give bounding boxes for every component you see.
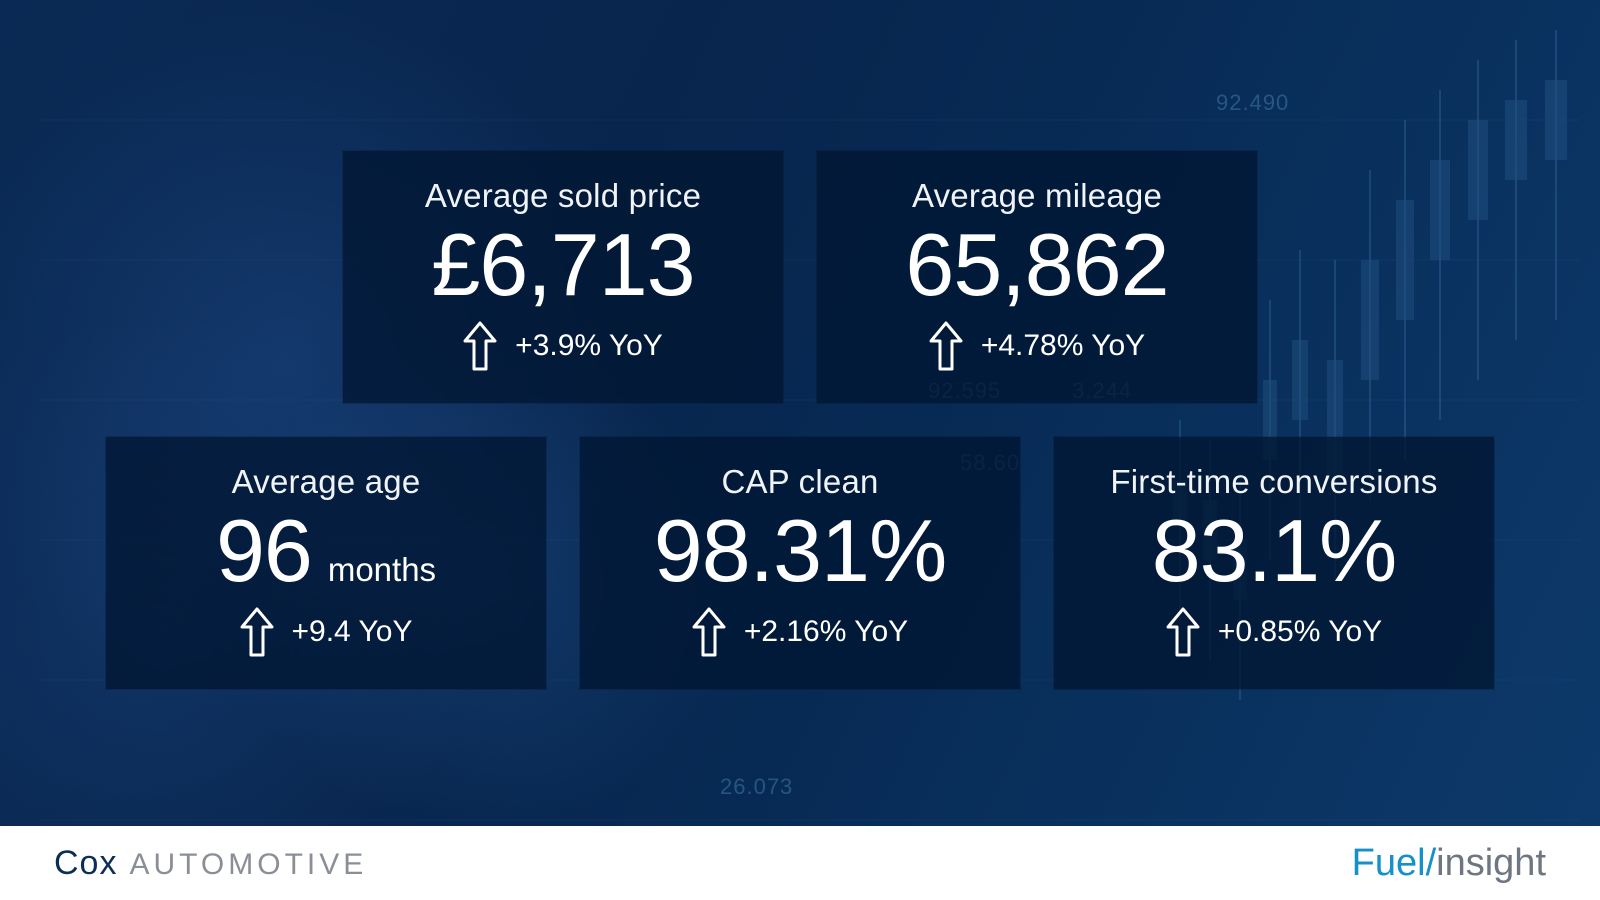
metric-delta: +0.85% YoY [1166, 607, 1382, 657]
dashboard-canvas: 92.49092.5953.24458.6026.073 Average sol… [0, 0, 1600, 900]
metric-card-cap-clean: CAP clean 98.31% +2.16% YoY [580, 437, 1020, 689]
metric-label: CAP clean [721, 463, 878, 501]
arrow-up-icon [463, 321, 497, 371]
metrics-row-top: Average sold price£6,713+3.9% YoYAverage… [343, 151, 1257, 403]
brand-fuel-text: Fuel [1352, 842, 1426, 884]
metric-delta: +2.16% YoY [692, 607, 908, 657]
metric-delta-text: +3.9% YoY [515, 329, 663, 363]
metric-card-avg-mileage: Average mileage 65,862 +4.78% YoY [817, 151, 1257, 403]
metric-value: 65,862 [905, 219, 1168, 311]
footer-bar: Cox Automotive Fuel/insight [0, 826, 1600, 900]
brand-slash: / [1426, 842, 1437, 884]
metric-value: £6,713 [431, 219, 694, 311]
metric-value-row: 65,862 [905, 219, 1168, 311]
arrow-up-icon [1166, 607, 1200, 657]
metric-value-row: 96 months [216, 505, 436, 597]
metric-value-row: 83.1% [1152, 505, 1397, 597]
metric-delta: +4.78% YoY [929, 321, 1145, 371]
metric-card-first-time-conversions: First-time conversions 83.1% +0.85% YoY [1054, 437, 1494, 689]
arrow-up-icon [929, 321, 963, 371]
metric-delta: +9.4 YoY [240, 607, 413, 657]
metric-delta: +3.9% YoY [463, 321, 663, 371]
metric-value: 96 [216, 505, 312, 597]
brand-automotive-text: Automotive [129, 848, 367, 882]
metric-delta-text: +4.78% YoY [981, 329, 1145, 363]
metric-value: 98.31% [654, 505, 946, 597]
metric-card-avg-age: Average age 96 months +9.4 YoY [106, 437, 546, 689]
metric-label: Average age [232, 463, 421, 501]
brand-insight-text: insight [1436, 842, 1546, 884]
arrow-up-icon [692, 607, 726, 657]
metric-value-row: 98.31% [654, 505, 946, 597]
brand-cox-text: Cox [54, 844, 117, 883]
metric-label: Average mileage [912, 177, 1162, 215]
metric-delta-text: +0.85% YoY [1218, 615, 1382, 649]
metric-card-avg-sold-price: Average sold price £6,713 +3.9% YoY [343, 151, 783, 403]
metrics-row-bottom: Average age 96 months +9.4 YoY CAP clean 98.3… [106, 437, 1494, 689]
metric-unit: months [328, 551, 436, 589]
arrow-up-icon [240, 607, 274, 657]
metric-delta-text: +2.16% YoY [744, 615, 908, 649]
metric-value-row: £6,713 [431, 219, 694, 311]
brand-cox-automotive: Cox Automotive [54, 844, 367, 883]
brand-fuel-insight: Fuel/insight [1352, 842, 1546, 885]
metrics-grid: Average sold price£6,713+3.9% YoYAverage… [0, 0, 1600, 900]
metric-delta-text: +9.4 YoY [292, 615, 413, 649]
metric-label: First-time conversions [1110, 463, 1437, 501]
metric-label: Average sold price [425, 177, 701, 215]
metric-value: 83.1% [1152, 505, 1397, 597]
